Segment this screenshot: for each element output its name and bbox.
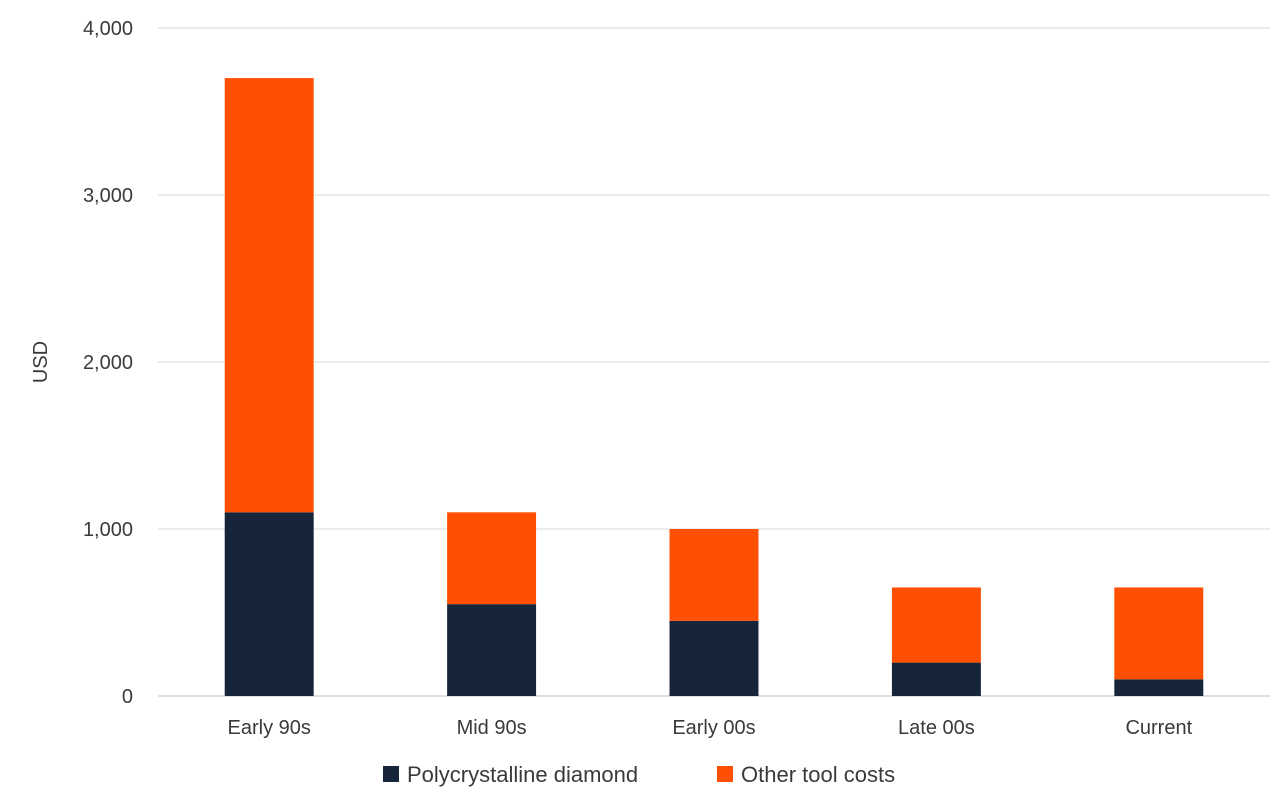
- legend-item: Other tool costs: [717, 762, 895, 787]
- bar-other-tool-costs-current: [1114, 587, 1204, 680]
- legend: Polycrystalline diamond Other tool costs: [383, 762, 895, 787]
- y-axis-ticks: 0 1,000 2,000 3,000 4,000: [83, 18, 133, 708]
- x-axis-ticks: Early 90s Mid 90s Early 00s Late 00s Current: [228, 717, 1193, 739]
- legend-item: Polycrystalline diamond: [383, 762, 638, 787]
- y-tick-label: 0: [122, 686, 133, 708]
- bar-other-tool-costs-late-00s: [891, 587, 981, 663]
- y-axis-title: USD: [30, 341, 52, 383]
- bar-other-tool-costs-early-00s: [669, 529, 759, 621]
- bar-polycrystalline-diamond-mid-90s: [447, 604, 537, 696]
- legend-swatch: [717, 766, 733, 782]
- bars: [224, 78, 1204, 696]
- y-tick-label: 2,000: [83, 352, 133, 374]
- bar-polycrystalline-diamond-early-00s: [669, 620, 759, 696]
- bar-other-tool-costs-mid-90s: [447, 512, 537, 605]
- bar-other-tool-costs-early-90s: [224, 78, 314, 513]
- y-tick-label: 3,000: [83, 185, 133, 207]
- x-tick-label: Early 90s: [228, 717, 311, 739]
- y-tick-label: 1,000: [83, 519, 133, 541]
- x-tick-label: Mid 90s: [457, 717, 527, 739]
- gridlines: [158, 27, 1270, 697]
- legend-label: Other tool costs: [741, 762, 895, 787]
- x-tick-label: Early 00s: [672, 717, 755, 739]
- x-tick-label: Late 00s: [898, 717, 975, 739]
- x-tick-label: Current: [1125, 717, 1192, 739]
- bar-polycrystalline-diamond-early-90s: [224, 512, 314, 696]
- bar-polycrystalline-diamond-late-00s: [891, 662, 981, 696]
- legend-swatch: [383, 766, 399, 782]
- y-tick-label: 4,000: [83, 18, 133, 40]
- bar-polycrystalline-diamond-current: [1114, 679, 1204, 696]
- legend-label: Polycrystalline diamond: [407, 762, 638, 787]
